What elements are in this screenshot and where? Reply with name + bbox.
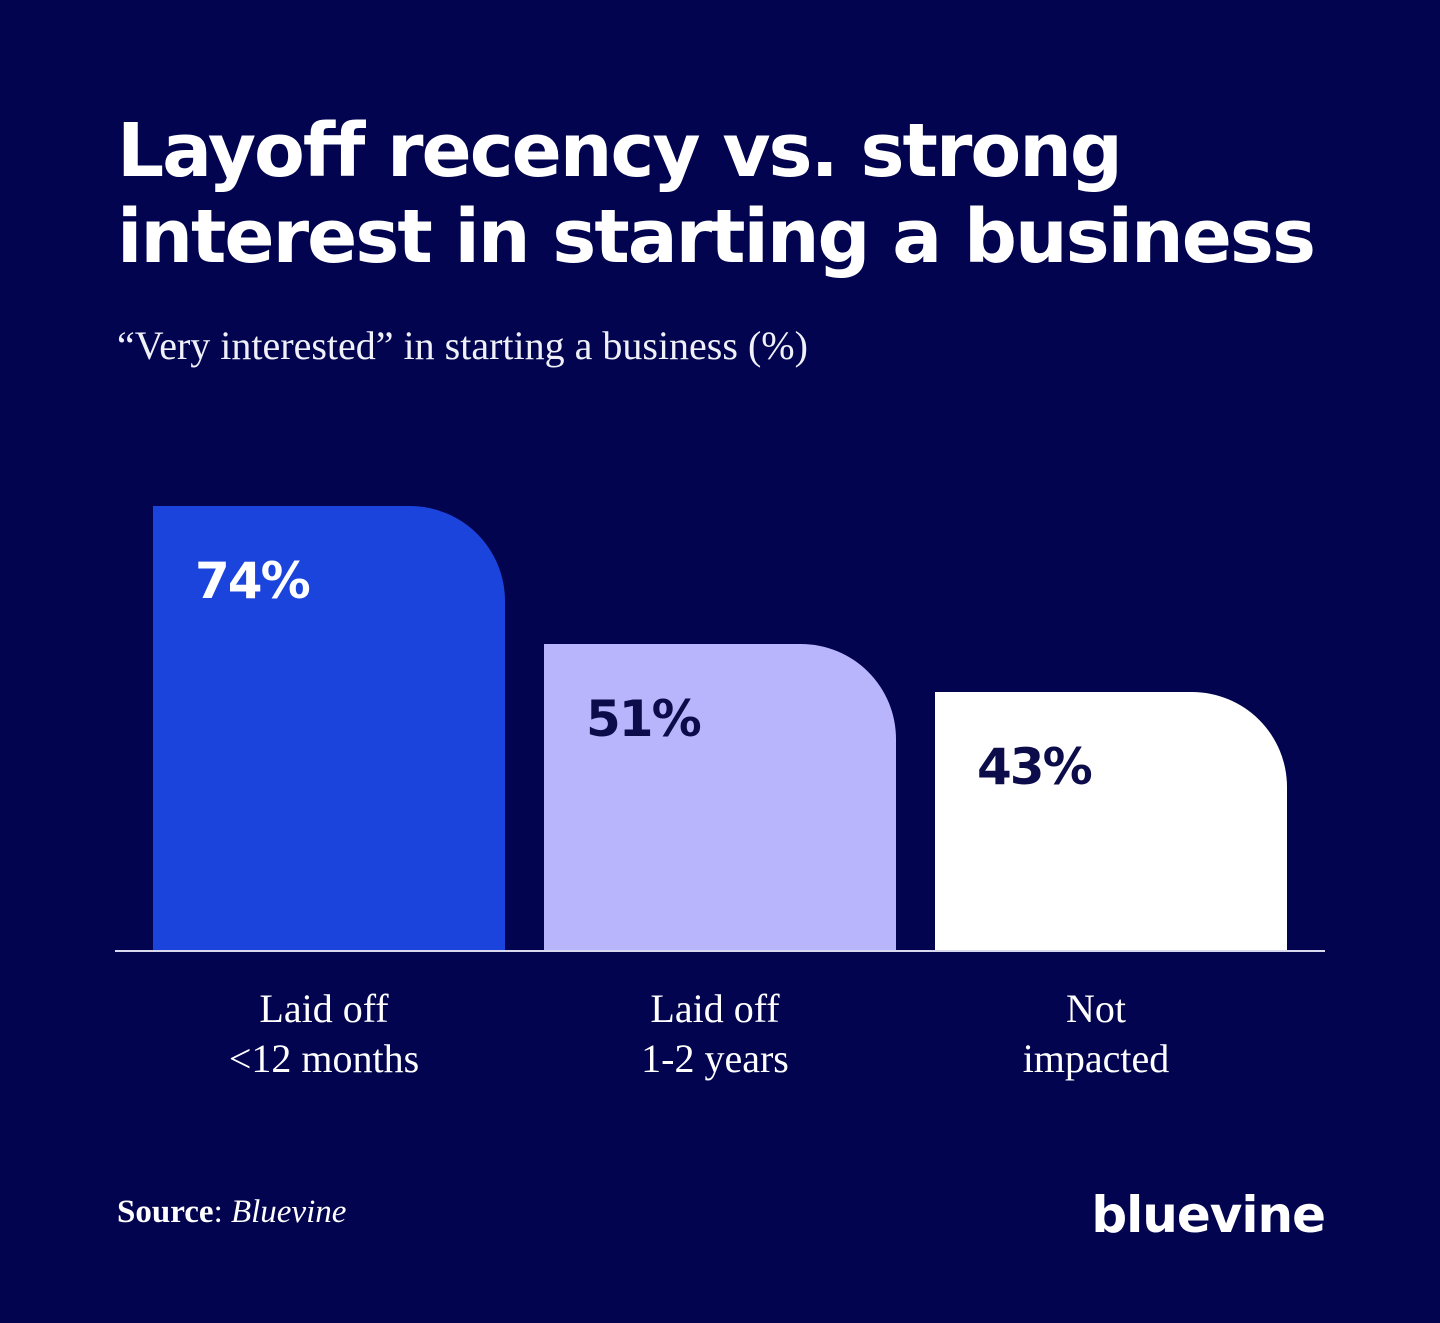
bluevine-logo: bluevine	[1091, 1186, 1326, 1244]
category-label: Laid off	[259, 986, 389, 1031]
data-label: 43%	[977, 738, 1092, 796]
data-label: 74%	[195, 552, 310, 610]
data-label: 51%	[586, 690, 701, 748]
source-note: Source: Bluevine	[117, 1194, 347, 1230]
source-value: Bluevine	[230, 1194, 347, 1230]
bar	[153, 506, 505, 950]
category-label: <12 months	[229, 1036, 419, 1081]
source-label: Source	[117, 1194, 214, 1230]
category-label: Not	[1066, 986, 1126, 1031]
bar	[544, 644, 896, 950]
category-label: impacted	[1023, 1036, 1170, 1081]
chart-title: Layoff recency vs. strong interest in st…	[117, 108, 1316, 280]
category-label: 1-2 years	[641, 1036, 789, 1081]
chart-subtitle: “Very interested” in starting a business…	[117, 323, 808, 368]
category-label: Laid off	[650, 986, 780, 1031]
bar	[935, 692, 1287, 950]
